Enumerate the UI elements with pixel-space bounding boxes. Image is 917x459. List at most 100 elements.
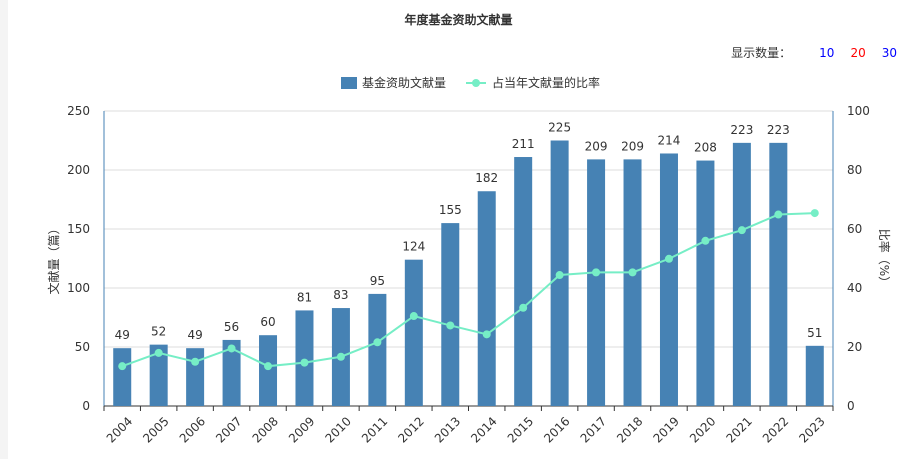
x-tick-label: 2009	[286, 414, 317, 445]
bar	[587, 159, 606, 406]
bar-value-label: 81	[297, 290, 312, 304]
bar-value-label: 223	[730, 123, 753, 137]
bar	[222, 339, 241, 406]
y2-tick-label: 80	[847, 163, 862, 177]
ratio-point	[810, 209, 819, 218]
x-tick-label: 2019	[651, 414, 682, 445]
x-tick-label: 2005	[140, 414, 171, 445]
x-tick-label: 2021	[723, 414, 754, 445]
bar-value-label: 52	[151, 325, 166, 339]
bar-value-label: 225	[548, 121, 571, 135]
bar-value-label: 223	[767, 123, 790, 137]
ratio-point	[592, 268, 601, 277]
bar	[805, 345, 824, 406]
bar-value-label: 155	[439, 203, 462, 217]
x-tick-label: 2007	[213, 414, 244, 445]
display-count-label: 显示数量：	[731, 46, 792, 60]
x-tick-label: 2017	[578, 414, 609, 445]
bar-value-label: 214	[658, 133, 681, 147]
ratio-point	[154, 348, 163, 357]
x-tick-label: 2022	[760, 414, 791, 445]
y2-tick-label: 40	[847, 281, 862, 295]
chart-title: 年度基金资助文献量	[404, 13, 513, 27]
ratio-point	[409, 312, 418, 321]
x-tick-label: 2011	[359, 414, 390, 445]
bar-value-label: 49	[115, 328, 130, 342]
bar-value-label: 95	[370, 274, 385, 288]
bar-value-label: 83	[333, 288, 348, 302]
bar	[295, 310, 314, 406]
bar-value-label: 208	[694, 141, 717, 155]
ratio-point	[664, 254, 673, 263]
ratio-point	[774, 210, 783, 219]
x-tick-label: 2014	[468, 414, 499, 445]
y-axis-title: 文献量（篇）	[46, 222, 61, 294]
x-tick-label: 2020	[687, 414, 718, 445]
bar	[368, 293, 387, 406]
bar	[113, 348, 132, 406]
ratio-point	[300, 358, 309, 367]
y2-axis-title: 比率（%）	[877, 229, 892, 288]
ratio-line	[121, 212, 815, 368]
bar	[477, 191, 496, 406]
legend-bar-swatch	[341, 77, 357, 89]
ratio-point	[737, 226, 746, 235]
bar	[149, 344, 168, 406]
count-option-30[interactable]: 30	[881, 46, 897, 60]
bar	[514, 157, 533, 406]
bar-value-label: 51	[807, 326, 822, 340]
bar	[659, 153, 678, 406]
bar-value-label: 211	[512, 137, 535, 151]
y2-tick-label: 60	[847, 222, 862, 236]
x-tick-label: 2008	[250, 414, 281, 445]
count-option-10[interactable]: 10	[819, 46, 835, 60]
ratio-point	[191, 357, 200, 366]
bar-value-label: 60	[260, 315, 275, 329]
y2-tick-label: 0	[847, 399, 855, 413]
ratio-point	[628, 268, 637, 277]
legend-line-marker	[472, 79, 480, 87]
legend-bar-label: 基金资助文献量	[362, 75, 446, 90]
bar	[769, 142, 788, 407]
bar-value-label: 209	[585, 139, 608, 153]
y-tick-label: 50	[75, 340, 90, 354]
bar	[404, 259, 423, 406]
ratio-point	[555, 271, 564, 280]
bar	[623, 159, 642, 406]
ratio-point	[701, 236, 710, 245]
bar	[732, 142, 751, 407]
y-tick-label: 200	[67, 163, 90, 177]
bar-value-label: 49	[187, 328, 202, 342]
legend-line-label: 占当年文献量的比率	[492, 75, 600, 90]
y2-tick-label: 20	[847, 340, 862, 354]
bar-value-label: 56	[224, 320, 239, 334]
ratio-point	[482, 330, 491, 339]
y-tick-label: 250	[67, 104, 90, 118]
display-count-selector: 显示数量： 10 20 30	[731, 44, 897, 61]
y-tick-label: 0	[82, 399, 90, 413]
x-tick-label: 2006	[177, 414, 208, 445]
ratio-point	[446, 321, 455, 330]
bar	[696, 160, 715, 406]
x-tick-label: 2013	[432, 414, 463, 445]
x-tick-label: 2010	[322, 414, 353, 445]
bar-value-label: 182	[475, 171, 498, 185]
ratio-point	[373, 338, 382, 347]
x-tick-label: 2016	[541, 414, 572, 445]
x-tick-label: 2012	[395, 414, 426, 445]
bar	[259, 335, 278, 406]
bar	[441, 223, 460, 406]
x-tick-label: 2018	[614, 414, 645, 445]
bar-value-label: 124	[402, 240, 425, 254]
count-option-20[interactable]: 20	[850, 46, 866, 60]
y2-tick-label: 100	[847, 104, 870, 118]
x-tick-label: 2004	[104, 414, 135, 445]
ratio-point	[227, 344, 236, 353]
ratio-point	[336, 352, 345, 361]
x-tick-label: 2015	[505, 414, 536, 445]
y-tick-label: 150	[67, 222, 90, 236]
bar	[186, 348, 205, 406]
bar-value-label: 209	[621, 139, 644, 153]
y-tick-label: 100	[67, 281, 90, 295]
